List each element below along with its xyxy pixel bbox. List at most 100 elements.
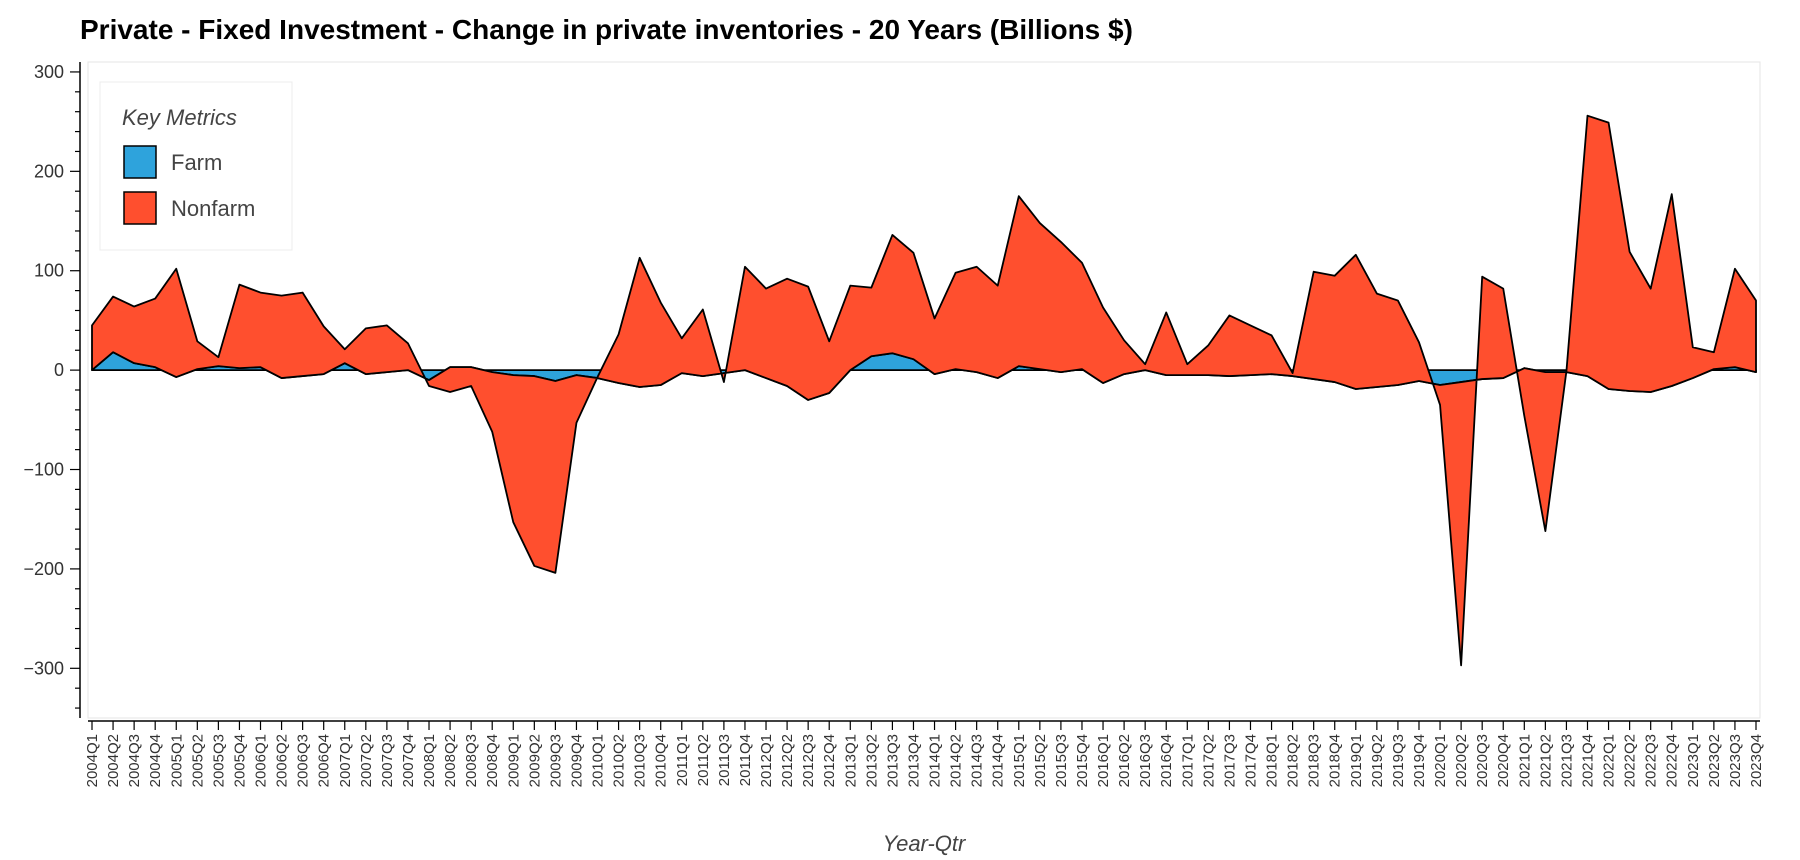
x-tick-label: 2022Q2 [1622,734,1639,787]
x-tick-label: 2009Q1 [505,734,522,787]
x-tick-label: 2009Q3 [547,734,564,787]
x-tick-label: 2006Q1 [253,734,270,787]
x-tick-label: 2014Q3 [969,734,986,787]
x-tick-label: 2004Q4 [147,734,164,787]
x-tick-label: 2006Q2 [274,734,291,787]
x-tick-label: 2019Q3 [1390,734,1407,787]
x-tick-label: 2023Q4 [1748,734,1765,787]
x-tick-label: 2017Q3 [1221,734,1238,787]
legend-swatch-nonfarm [123,191,157,225]
x-tick-label: 2016Q1 [1095,734,1112,787]
x-tick-label: 2020Q3 [1474,734,1491,787]
x-tick-label: 2018Q1 [1264,734,1281,787]
x-tick-label: 2021Q1 [1516,734,1533,787]
x-tick-label: 2014Q1 [927,734,944,787]
x-tick-label: 2015Q3 [1053,734,1070,787]
x-tick-label: 2011Q4 [737,734,754,786]
x-tick-label: 2014Q2 [948,734,965,787]
x-tick-label: 2008Q1 [421,734,438,787]
x-tick-label: 2010Q4 [653,734,670,787]
x-tick-label: 2016Q2 [1116,734,1133,787]
x-tick-label: 2005Q2 [189,734,206,787]
x-tick-label: 2012Q3 [800,734,817,787]
y-tick-label: 100 [34,261,64,281]
y-tick-label: 0 [54,360,64,380]
x-tick-label: 2010Q3 [632,734,649,787]
x-tick-label: 2022Q1 [1601,734,1618,787]
x-tick-label: 2007Q3 [379,734,396,787]
chart-title: Private - Fixed Investment - Change in p… [80,14,1133,45]
x-tick-label: 2023Q1 [1685,734,1702,787]
x-tick-label: 2015Q1 [1011,734,1028,787]
x-tick-label: 2013Q2 [863,734,880,787]
x-tick-label: 2007Q4 [400,734,417,787]
x-tick-label: 2019Q2 [1369,734,1386,787]
x-tick-label: 2018Q4 [1327,734,1344,787]
x-tick-label: 2005Q3 [210,734,227,787]
x-tick-label: 2011Q1 [674,734,691,786]
y-tick-label: −200 [23,559,64,579]
x-tick-label: 2013Q4 [905,734,922,787]
x-tick-label: 2020Q4 [1495,734,1512,787]
x-tick-label: 2023Q3 [1727,734,1744,787]
x-tick-label: 2011Q2 [695,734,712,786]
x-tick-label: 2004Q3 [126,734,143,787]
x-tick-label: 2016Q3 [1137,734,1154,787]
x-tick-label: 2010Q2 [611,734,628,787]
x-tick-label: 2006Q4 [316,734,333,787]
x-tick-label: 2016Q4 [1158,734,1175,787]
x-tick-label: 2015Q2 [1032,734,1049,787]
legend-label-nonfarm: Nonfarm [171,196,255,221]
x-tick-label: 2020Q2 [1453,734,1470,787]
x-axis: 2004Q1 2004Q2 2004Q3 2004Q4 2005Q1 2005Q2 2005… [84,720,1765,787]
y-tick-label: −300 [23,658,64,678]
x-tick-label: 2022Q4 [1664,734,1681,787]
x-tick-label: 2022Q3 [1643,734,1660,787]
x-tick-label: 2004Q2 [105,734,122,787]
x-tick-label: 2019Q4 [1411,734,1428,787]
x-tick-label: 2004Q1 [84,734,101,787]
x-tick-label: 2014Q4 [990,734,1007,787]
x-axis-title: Year-Qtr [883,831,967,856]
y-tick-label: 200 [34,161,64,181]
x-tick-label: 2015Q4 [1074,734,1091,787]
x-tick-label: 2007Q1 [337,734,354,787]
x-tick-label: 2012Q1 [758,734,775,787]
x-tick-label: 2008Q2 [442,734,459,787]
x-tick-label: 2005Q1 [168,734,185,787]
x-tick-label: 2021Q4 [1579,734,1596,787]
x-tick-label: 2017Q1 [1179,734,1196,787]
x-tick-label: 2005Q4 [231,734,248,787]
x-tick-label: 2017Q4 [1242,734,1259,787]
x-tick-label: 2011Q3 [716,734,733,786]
x-tick-label: 2017Q2 [1200,734,1217,787]
x-tick-label: 2010Q1 [590,734,607,787]
x-tick-label: 2018Q2 [1285,734,1302,787]
x-tick-label: 2013Q3 [884,734,901,787]
x-tick-label: 2006Q3 [295,734,312,787]
legend-title: Key Metrics [122,105,237,130]
legend-swatch-farm [123,145,157,179]
x-tick-label: 2008Q3 [463,734,480,787]
x-tick-label: 2019Q1 [1348,734,1365,787]
y-tick-label: 300 [34,62,64,82]
series-area-nonfarm [91,114,1757,667]
x-tick-label: 2018Q3 [1306,734,1323,787]
x-tick-label: 2013Q1 [842,734,859,787]
x-tick-label: 2020Q1 [1432,734,1449,787]
x-tick-label: 2021Q2 [1537,734,1554,787]
x-tick-label: 2012Q4 [821,734,838,787]
plot-frame [87,61,1761,719]
legend: Key Metrics Farm Nonfarm [99,81,293,251]
x-tick-label: 2023Q2 [1706,734,1723,787]
x-tick-label: 2009Q2 [526,734,543,787]
area-layer [91,114,1757,667]
y-tick-label: −100 [23,460,64,480]
x-tick-label: 2021Q3 [1558,734,1575,787]
y-axis: −300 −200 −100 0 100 200 300 [23,62,81,718]
x-tick-label: 2008Q4 [484,734,501,787]
legend-label-farm: Farm [171,150,222,175]
x-tick-label: 2009Q4 [568,734,585,787]
x-tick-label: 2007Q2 [358,734,375,787]
